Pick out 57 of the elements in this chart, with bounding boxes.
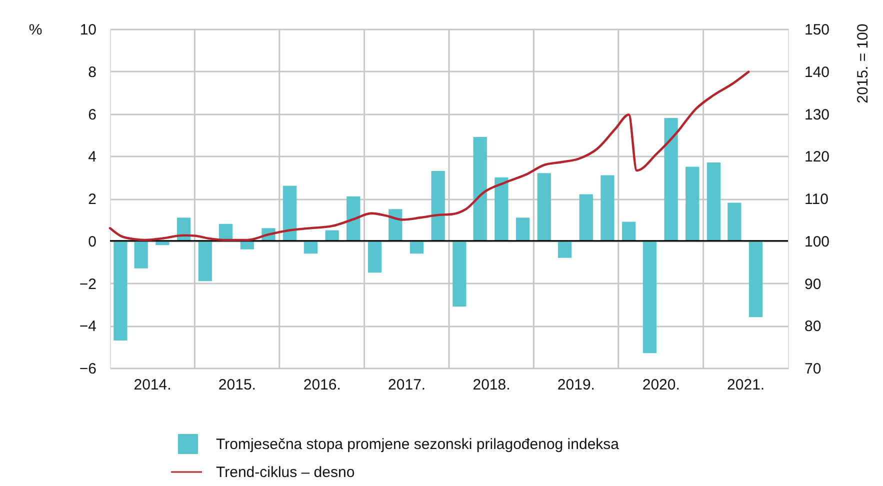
- bar: [134, 240, 148, 268]
- bar: [346, 196, 360, 241]
- x-tick-label: 2021.: [727, 376, 765, 394]
- y-tick-label: 0: [88, 233, 96, 250]
- x-tick-label: 2017.: [388, 376, 426, 394]
- bar: [537, 173, 551, 241]
- y-tick-label: 10: [80, 22, 96, 38]
- bar: [558, 240, 572, 258]
- bar: [622, 222, 636, 241]
- bar: [706, 162, 721, 241]
- y2-tick-label: 150: [804, 22, 830, 38]
- y2-tick-label: 70: [804, 360, 822, 378]
- bar: [283, 186, 297, 241]
- y-tick-label: 4: [88, 148, 96, 166]
- bar: [240, 240, 254, 250]
- y2-tick-label: 110: [804, 191, 828, 208]
- y2-tick-label: 90: [804, 276, 822, 293]
- bar: [198, 240, 212, 282]
- legend-label: Trend-ciklus – desno: [216, 464, 355, 481]
- y-tick-label: −2: [79, 276, 96, 293]
- y2-tick-label: 140: [804, 64, 830, 81]
- bar: [368, 240, 382, 273]
- bar: [325, 230, 339, 241]
- bar: [473, 137, 487, 241]
- x-tick-label: 2015.: [218, 376, 256, 394]
- bar: [664, 118, 678, 241]
- x-tick-label: 2016.: [303, 376, 341, 394]
- y-axis-title: %: [28, 22, 42, 38]
- y2-tick-label: 100: [804, 233, 830, 250]
- bar: [642, 240, 657, 354]
- line-series: [108, 70, 750, 242]
- bar: [579, 194, 593, 241]
- x-tick-label: 2014.: [134, 376, 172, 394]
- y-tick-label: −6: [79, 360, 96, 378]
- y2-tick-label: 130: [804, 106, 830, 124]
- bar: [114, 240, 128, 340]
- x-tick-label: 2020.: [642, 376, 680, 394]
- x-tick-label: 2018.: [472, 376, 510, 394]
- y-tick-label: 6: [88, 106, 96, 124]
- bar: [304, 240, 318, 254]
- bar: [728, 202, 742, 241]
- y2-tick-label: 120: [804, 148, 830, 166]
- bar: [748, 240, 763, 318]
- bar: [516, 218, 530, 241]
- bar: [431, 170, 445, 241]
- y-tick-label: 2: [88, 191, 96, 208]
- bar: [686, 166, 700, 241]
- legend-label: Tromjesečna stopa promjene sezonski prilagođenog indeksa: [216, 436, 620, 453]
- bar: [600, 175, 614, 241]
- y2-tick-label: 80: [804, 318, 822, 336]
- x-tick-label: 2019.: [557, 376, 595, 394]
- bar: [494, 177, 508, 241]
- y2-axis-title: 2015. = 100: [854, 24, 872, 104]
- bar: [410, 240, 424, 254]
- y-tick-label: 8: [88, 64, 96, 81]
- bar: [452, 240, 466, 307]
- y-tick-label: −4: [79, 318, 96, 336]
